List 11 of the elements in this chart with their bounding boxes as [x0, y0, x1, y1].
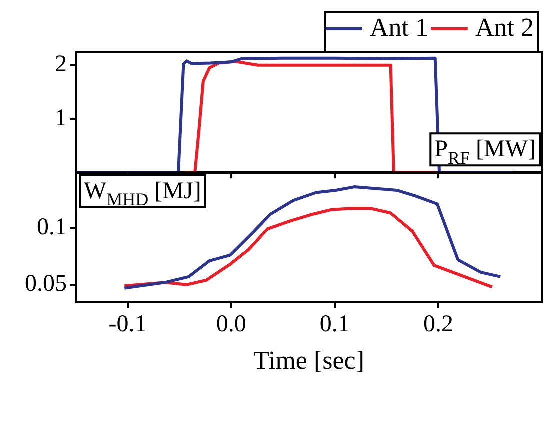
y-tick-label: 1 [55, 105, 67, 132]
legend-label: Ant 1 [370, 12, 428, 42]
x-tick-label: 0.2 [423, 312, 454, 338]
x-tick-label: 0.1 [320, 312, 350, 338]
y-tick-label: 2 [55, 52, 67, 78]
x-tick-label: -0.1 [108, 312, 147, 338]
y-tick-label: 0.1 [37, 214, 67, 240]
x-axis-title: Time [sec] [254, 346, 364, 376]
y-tick-label: 0.05 [25, 271, 67, 298]
legend-label: Ant 2 [476, 12, 534, 42]
x-tick-label: 0.0 [216, 312, 246, 338]
